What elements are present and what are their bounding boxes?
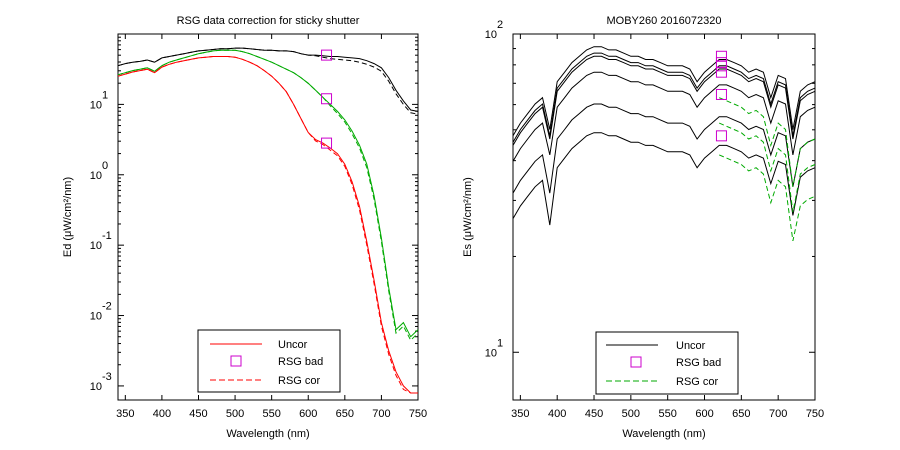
- left-x-tick-label: 750: [409, 408, 427, 420]
- left-y-tick-label-exp: 0: [102, 160, 108, 172]
- left-panel: RSG data correction for sticky shutter 3…: [62, 15, 427, 440]
- right-x-ticks: 350 400 450 500 550 600 650 700 750: [511, 34, 824, 420]
- left-y-tick-label-base: 10: [90, 311, 102, 323]
- left-y-tick-label-base: 10: [90, 99, 102, 111]
- right-x-tick-label: 650: [732, 408, 750, 420]
- right-series-line-6: [719, 97, 816, 187]
- right-x-tick-label: 550: [659, 408, 677, 420]
- right-rsg-bad-marker: [715, 66, 727, 78]
- left-series-line-5: [117, 56, 418, 394]
- left-plot-frame: [117, 33, 419, 401]
- left-y-tick-label-exp: -3: [102, 371, 112, 383]
- right-markers-group: [715, 50, 727, 142]
- right-series-group: [512, 46, 816, 242]
- right-y-axis-label: Es (μW/cm²/nm): [462, 177, 474, 257]
- right-series-line-5: [512, 132, 816, 226]
- left-x-tick-label: 500: [226, 408, 244, 420]
- right-series-line-0: [512, 46, 816, 137]
- left-rsg-bad-marker: [321, 137, 333, 149]
- left-y-tick-label-exp: -2: [102, 301, 112, 313]
- right-y-tick-label-exp: 2: [497, 19, 503, 31]
- left-markers-group: [321, 49, 333, 149]
- left-rsg-bad-marker: [321, 49, 333, 61]
- left-y-tick-label-base: 10: [90, 170, 102, 182]
- left-x-ticks: 350 400 450 500 550 600 650 700 750: [116, 34, 427, 420]
- right-plot-frame: [512, 33, 816, 401]
- right-x-tick-label: 350: [511, 408, 529, 420]
- right-x-tick-label: 700: [769, 408, 787, 420]
- left-series-group: [117, 47, 419, 394]
- right-panel: MOBY260 2016072320 350 400 450 500 550 600 650…: [462, 15, 824, 440]
- left-legend-uncor-label: Uncor: [278, 339, 308, 351]
- left-series-line-3: [117, 49, 419, 342]
- right-series-line-7: [719, 122, 816, 213]
- left-legend-rsgbad-label: RSG bad: [278, 356, 323, 368]
- left-x-tick-label: 700: [372, 408, 390, 420]
- left-legend-rsgbad-swatch: [230, 355, 242, 367]
- left-y-tick-label-exp: 1: [102, 89, 108, 101]
- left-series-line-2: [117, 49, 419, 338]
- right-x-tick-label: 450: [585, 408, 603, 420]
- left-x-tick-label: 650: [336, 408, 354, 420]
- left-legend-box: [197, 329, 341, 393]
- right-rsg-bad-marker: [715, 130, 727, 142]
- right-legend-rsgcor-label: RSG cor: [676, 376, 719, 388]
- right-x-tick-label: 750: [806, 408, 824, 420]
- left-y-tick-label-base: 10: [90, 240, 102, 252]
- right-legend-box: [595, 331, 739, 395]
- left-x-tick-label: 400: [153, 408, 171, 420]
- left-x-tick-label: 600: [299, 408, 317, 420]
- left-x-tick-label: 350: [116, 408, 134, 420]
- right-legend-rsgbad-swatch: [630, 356, 642, 368]
- right-series-line-2: [512, 55, 816, 146]
- right-x-axis-label: Wavelength (nm): [622, 428, 705, 440]
- left-series-line-4: [117, 56, 418, 394]
- right-legend-rsgbad-label: RSG bad: [676, 357, 721, 369]
- right-rsg-bad-marker: [715, 88, 727, 100]
- right-series-line-1: [512, 52, 816, 143]
- right-rsg-bad-marker: [715, 60, 727, 72]
- left-y-axis-label: Ed (μW/cm²/nm): [62, 177, 74, 257]
- left-rsg-bad-marker: [321, 93, 333, 105]
- left-x-axis-label: Wavelength (nm): [226, 428, 309, 440]
- left-legend-rsgcor-label: RSG cor: [278, 375, 321, 387]
- right-y-tick-label-exp: 1: [497, 337, 503, 349]
- right-x-tick-label: 500: [622, 408, 640, 420]
- left-y-tick-label-exp: -1: [102, 230, 112, 242]
- left-series-line-0: [117, 47, 419, 112]
- right-series-line-4: [512, 103, 816, 194]
- right-y-tick-label-base: 10: [485, 29, 497, 41]
- left-x-tick-label: 550: [262, 408, 280, 420]
- right-legend: Uncor RSG bad RSG cor: [595, 331, 739, 395]
- left-x-tick-label: 450: [189, 408, 207, 420]
- right-y-tick-label-base: 10: [485, 347, 497, 359]
- right-series-line-8: [719, 154, 816, 242]
- right-legend-uncor-label: Uncor: [676, 340, 706, 352]
- left-series-line-1: [117, 47, 419, 115]
- right-x-tick-label: 600: [695, 408, 713, 420]
- left-y-tick-label-base: 10: [90, 381, 102, 393]
- left-title: RSG data correction for sticky shutter: [177, 15, 360, 27]
- left-legend: Uncor RSG bad RSG cor: [197, 329, 341, 393]
- right-title: MOBY260 2016072320: [607, 15, 722, 27]
- right-x-tick-label: 400: [548, 408, 566, 420]
- right-series-line-3: [512, 71, 816, 162]
